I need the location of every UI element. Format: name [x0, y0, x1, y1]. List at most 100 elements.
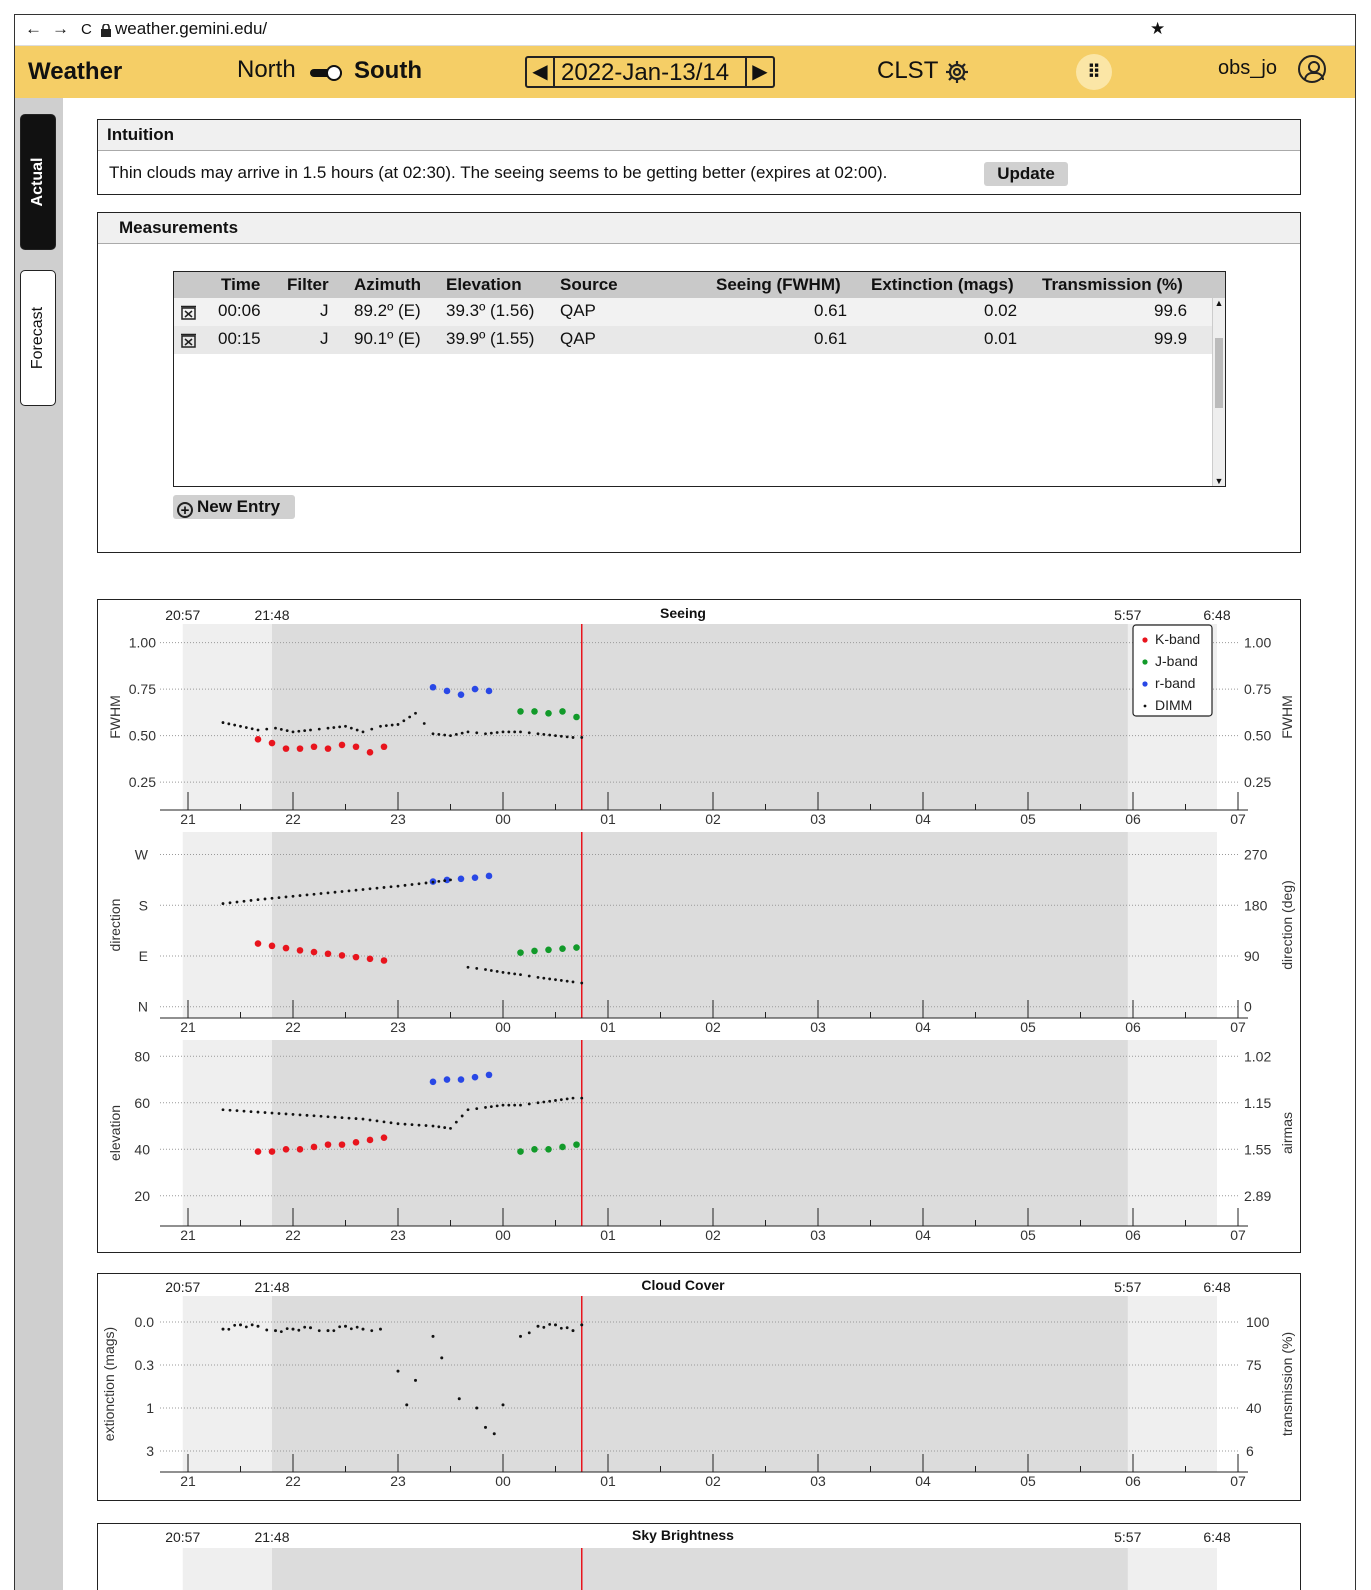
dimm-point — [417, 882, 421, 886]
back-icon[interactable]: ← — [25, 19, 42, 38]
r-band-point — [471, 874, 479, 881]
k-band-point — [338, 1141, 346, 1148]
k-band-point — [268, 1148, 276, 1155]
dimm-point — [326, 891, 330, 895]
dimm-point — [513, 730, 517, 734]
j-band-point — [531, 1145, 538, 1153]
delete-row-icon[interactable] — [181, 333, 196, 348]
site-toggle[interactable] — [310, 65, 344, 81]
j-band-point — [559, 945, 566, 952]
dimm-point — [396, 723, 400, 726]
dimm-point — [354, 888, 358, 892]
dimm-point — [303, 729, 307, 733]
y-tick-label: 3 — [146, 1443, 154, 1459]
tab-forecast-label: Forecast — [29, 306, 46, 370]
bookmark-star-icon[interactable]: ★ — [1150, 19, 1166, 38]
user-name[interactable]: obs_jo — [1218, 57, 1277, 79]
sky-brightness-chart[interactable]: 20:57 21:48 5:57 6:48 Sky Brightness — [98, 1524, 1300, 1590]
col-extinction[interactable]: Extinction (mags) — [871, 275, 1014, 294]
scroll-thumb[interactable] — [1215, 338, 1223, 408]
table-row[interactable]: 00:15 J 90.1º (E) 39.9º (1.55) QAP 0.61 … — [174, 326, 1214, 354]
seeing-panel: 20:57 21:48 5:57 6:48 Seeing 0.25 0.50 0.75 1.00… — [97, 599, 1301, 1253]
dimm-point — [536, 1324, 540, 1328]
k-band-point — [296, 745, 304, 752]
dimm-point — [221, 902, 225, 905]
dimm-point — [368, 887, 372, 891]
x-tick-label: 21 — [180, 1227, 196, 1243]
j-band-point — [573, 1141, 580, 1148]
twilight-time-label: 5:57 — [1114, 607, 1141, 623]
cloud-cover-chart[interactable]: 20:57 21:48 5:57 6:48 Cloud Cover 0.0 0.3 1 3 100… — [98, 1274, 1300, 1500]
forward-icon[interactable]: → — [52, 19, 69, 38]
x-tick-label: 01 — [600, 1473, 616, 1489]
dimm-point — [285, 729, 289, 733]
chart-title: Cloud Cover — [641, 1277, 725, 1293]
scroll-down-icon[interactable]: ▼ — [1214, 476, 1224, 486]
app-header: Weather North South ◀ 2022-Jan-13/14 ▶ C… — [15, 46, 1355, 98]
y-axis-title: extionction (mags) — [101, 1327, 117, 1441]
new-entry-button[interactable]: + New Entry — [173, 495, 295, 519]
col-filter[interactable]: Filter — [287, 275, 329, 294]
x-tick-label: 04 — [915, 811, 931, 827]
dimm-point — [361, 1327, 365, 1331]
scroll-up-icon[interactable]: ▲ — [1214, 298, 1224, 308]
url-bar[interactable]: weather.gemini.edu/ — [115, 19, 268, 38]
date-label[interactable]: 2022-Jan-13/14 — [561, 59, 730, 86]
col-elevation[interactable]: Elevation — [446, 275, 522, 294]
y-tick-label: 0.75 — [129, 681, 156, 697]
dimm-point — [227, 1327, 231, 1331]
gear-icon[interactable] — [945, 60, 969, 84]
dimm-point — [580, 1323, 584, 1327]
tab-forecast[interactable]: Forecast — [20, 270, 56, 406]
site-north-label[interactable]: North — [237, 56, 296, 83]
k-band-point — [352, 743, 360, 751]
col-source[interactable]: Source — [560, 275, 618, 294]
dimm-point — [349, 1327, 353, 1331]
site-south-label[interactable]: South — [354, 57, 422, 84]
cell-filter: J — [320, 301, 329, 320]
seeing-chart[interactable]: 20:57 21:48 5:57 6:48 Seeing 0.25 0.50 0.75 1.00… — [98, 600, 1300, 1252]
dimm-point — [291, 1113, 295, 1116]
dimm-point — [475, 1107, 479, 1110]
dimm-point — [333, 890, 337, 894]
next-date-icon[interactable]: ▶ — [745, 58, 773, 86]
user-icon[interactable] — [1298, 55, 1326, 83]
reload-icon[interactable]: C — [81, 21, 92, 38]
table-row[interactable]: 00:06 J 89.2º (E) 39.3º (1.56) QAP 0.61 … — [174, 298, 1214, 326]
k-band-point — [352, 953, 360, 961]
col-transmission[interactable]: Transmission (%) — [1042, 275, 1183, 294]
tab-actual[interactable]: Actual — [20, 114, 56, 250]
dimm-point — [536, 1101, 540, 1105]
dimm-point — [235, 900, 239, 904]
col-seeing[interactable]: Seeing (FWHM) — [716, 275, 841, 294]
r-band-point — [457, 875, 465, 883]
dimm-point — [284, 895, 288, 899]
table-scrollbar[interactable]: ▲ ▼ — [1212, 298, 1225, 486]
col-time[interactable]: Time — [221, 275, 261, 294]
apps-grid-icon[interactable]: ⠿ — [1076, 54, 1112, 90]
dimm-point — [312, 892, 316, 896]
dimm-point — [361, 730, 365, 734]
prev-date-icon[interactable]: ◀ — [527, 58, 555, 86]
y-right-axis-title: airmas — [1279, 1112, 1295, 1154]
dimm-point — [443, 879, 447, 883]
dimm-point — [554, 734, 557, 737]
x-tick-label: 05 — [1020, 811, 1036, 827]
timezone-label[interactable]: CLST — [877, 57, 939, 84]
k-band-point — [366, 749, 374, 756]
cell-extinction: 0.01 — [984, 329, 1018, 348]
twilight-time-label: 20:57 — [165, 1279, 200, 1295]
update-button[interactable]: Update — [984, 162, 1068, 186]
dimm-point — [285, 1327, 289, 1331]
twilight-time-label: 5:57 — [1114, 1529, 1141, 1545]
dimm-point — [475, 967, 479, 970]
dimm-point — [221, 1327, 225, 1331]
dimm-point — [559, 1326, 563, 1330]
delete-row-icon[interactable] — [181, 305, 196, 320]
k-band-point — [282, 1145, 290, 1153]
k-band-point — [324, 745, 332, 752]
col-azimuth[interactable]: Azimuth — [354, 275, 422, 294]
dimm-point — [437, 732, 441, 736]
x-tick-label: 06 — [1125, 811, 1141, 827]
x-tick-label: 21 — [180, 811, 196, 827]
